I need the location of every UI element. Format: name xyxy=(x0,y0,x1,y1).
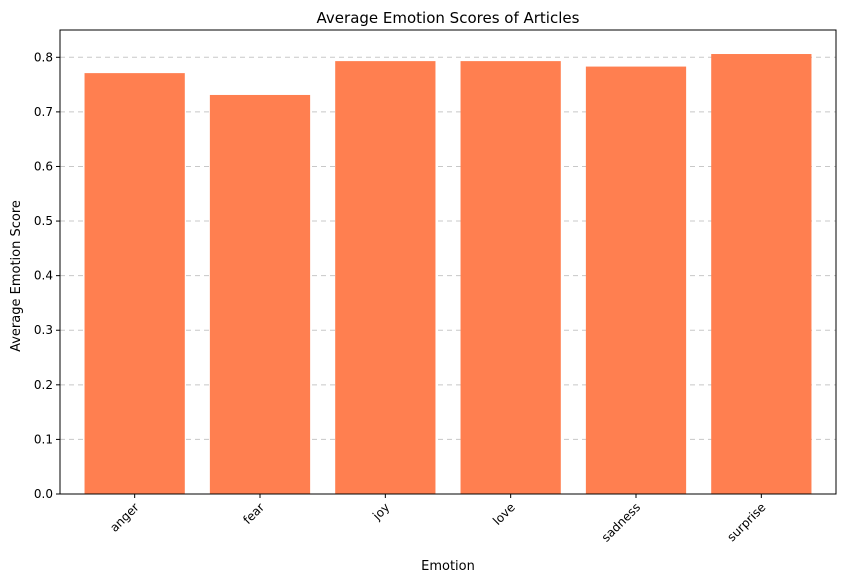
x-axis-ticks: anger fear joy love sadness surprise xyxy=(107,494,768,545)
y-tick-label: 0.0 xyxy=(34,487,53,501)
y-tick-label: 0.7 xyxy=(34,105,53,119)
x-tick-label: sadness xyxy=(599,500,643,544)
grid-lines xyxy=(60,56,836,440)
y-axis-ticks: 0.0 0.1 0.2 0.3 0.4 0.5 0.6 0.7 0.8 xyxy=(34,50,60,501)
bars xyxy=(84,54,812,495)
x-tick-label: surprise xyxy=(724,500,768,544)
chart-title: Average Emotion Scores of Articles xyxy=(317,9,580,27)
y-axis-label: Average Emotion Score xyxy=(9,200,24,352)
bar-surprise xyxy=(711,54,812,494)
bar-anger xyxy=(84,73,185,495)
bar-sadness xyxy=(585,66,687,494)
y-tick-label: 0.8 xyxy=(34,50,53,64)
y-tick-label: 0.5 xyxy=(34,214,53,228)
x-tick-label: anger xyxy=(107,500,142,535)
axes xyxy=(59,29,837,495)
y-tick-label: 0.1 xyxy=(34,432,53,446)
x-axis-label: Emotion xyxy=(421,559,475,574)
plot-frame xyxy=(59,29,837,495)
y-tick-label: 0.2 xyxy=(34,378,53,392)
y-tick-label: 0.4 xyxy=(34,269,53,283)
x-tick-label: love xyxy=(490,500,518,528)
bar-love xyxy=(460,61,561,494)
y-tick-label: 0.6 xyxy=(34,159,53,173)
bar-joy xyxy=(335,61,436,494)
bar-fear xyxy=(209,94,311,495)
x-tick-label: joy xyxy=(369,500,392,523)
y-tick-label: 0.3 xyxy=(34,323,53,337)
x-tick-label: fear xyxy=(240,500,267,527)
